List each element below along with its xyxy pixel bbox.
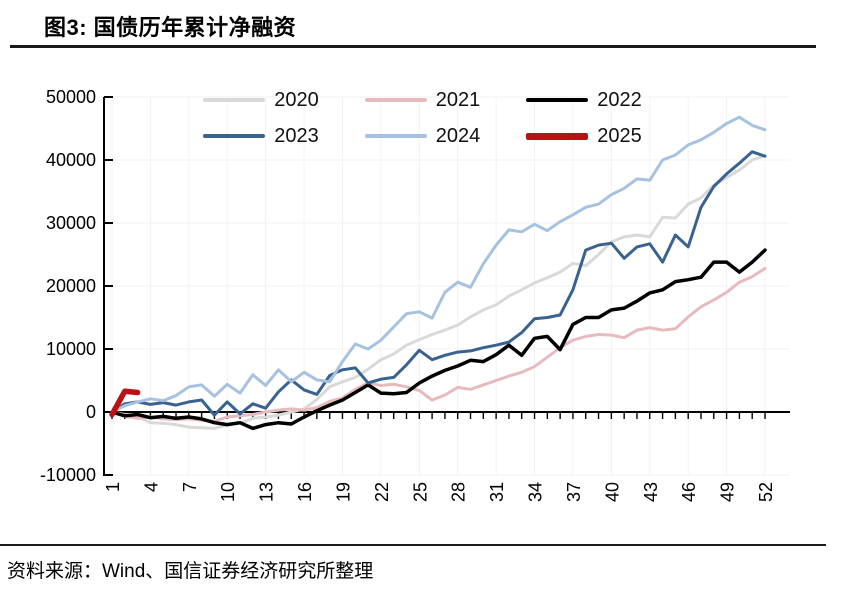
legend-row: 2020 2021 2022: [203, 90, 642, 110]
x-axis-label: 13: [257, 482, 277, 502]
x-axis-label: 43: [641, 482, 661, 502]
legend-item-2023: 2023: [203, 126, 319, 146]
legend-item-2020: 2020: [203, 90, 319, 110]
legend: 2020 2021 2022 2023 2024 2025: [0, 90, 845, 146]
legend-swatch-2020: [203, 98, 266, 102]
legend-item-2025: 2025: [526, 126, 642, 146]
legend-label: 2024: [435, 125, 481, 147]
x-axis-label: 4: [141, 482, 161, 492]
x-axis-label: 7: [180, 482, 200, 492]
legend-item-2022: 2022: [526, 90, 642, 110]
x-axis-label: 49: [718, 482, 738, 502]
x-axis-label: 1: [103, 482, 123, 492]
y-axis-label: 30000: [46, 213, 96, 233]
x-axis-label: 19: [333, 482, 353, 502]
legend-swatch-2024: [364, 134, 427, 138]
chart-title: 图3: 国债历年累计净融资: [44, 15, 297, 40]
x-axis-label: 28: [449, 482, 469, 502]
x-axis-label: 31: [487, 482, 507, 502]
x-axis-label: 40: [602, 482, 622, 502]
legend-swatch-2025: [526, 132, 589, 140]
x-axis-label: 52: [756, 482, 776, 502]
y-axis-label: 40000: [46, 150, 96, 170]
x-axis-label: 37: [564, 482, 584, 502]
series-line-2020: [110, 154, 767, 430]
series-line-2022: [110, 248, 767, 431]
x-axis-label: 25: [410, 482, 430, 502]
legend-swatch-2022: [526, 97, 589, 103]
legend-row: 2023 2024 2025: [203, 126, 642, 146]
title-rule: [10, 45, 816, 48]
legend-label: 2023: [274, 125, 319, 147]
y-axis-label: 50000: [46, 87, 96, 107]
x-axis-label: 16: [295, 482, 315, 502]
series-line-2023: [110, 150, 767, 417]
y-axis-label: -10000: [40, 465, 96, 485]
x-axis-label: 22: [372, 482, 392, 502]
x-axis-label: 34: [526, 482, 546, 502]
source-text: 资料来源：Wind、国信证券经济研究所整理: [7, 561, 374, 582]
legend-item-2021: 2021: [364, 89, 481, 111]
legend-label: 2021: [435, 89, 481, 111]
source-rule: [0, 544, 826, 546]
x-axis-label: 46: [679, 482, 699, 502]
series-line-2025: [109, 388, 141, 418]
legend-swatch-2023: [203, 134, 266, 138]
y-axis-label: 20000: [46, 276, 96, 296]
x-axis-label: 10: [218, 482, 238, 502]
legend-item-2024: 2024: [364, 125, 481, 147]
legend-swatch-2021: [364, 98, 427, 102]
legend-label: 2022: [597, 89, 642, 111]
series-line-2021: [110, 266, 767, 423]
y-axis-label: 0: [86, 402, 96, 422]
series-line-2024: [110, 115, 767, 414]
legend-label: 2025: [597, 125, 642, 147]
legend-label: 2020: [274, 89, 319, 111]
y-axis-label: 10000: [46, 339, 96, 359]
